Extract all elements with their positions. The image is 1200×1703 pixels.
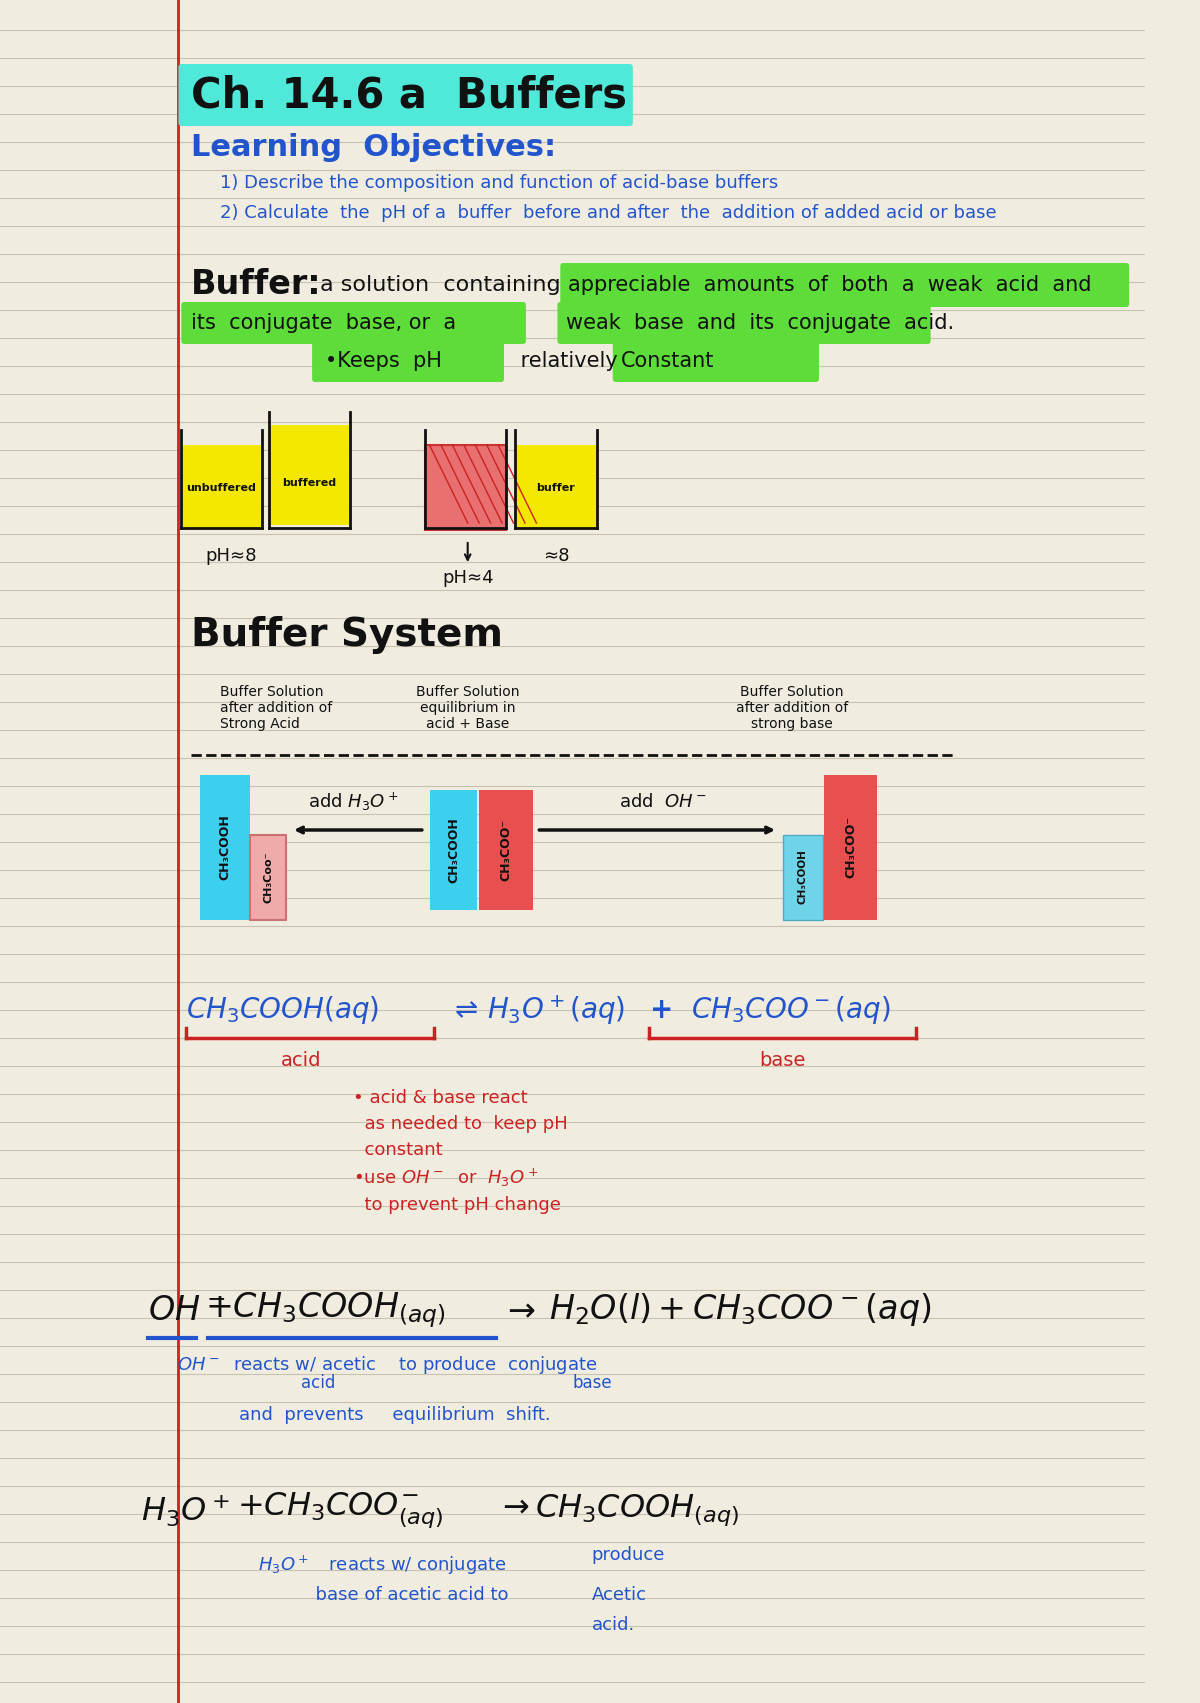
- Text: acid.: acid.: [592, 1616, 635, 1633]
- FancyBboxPatch shape: [613, 341, 818, 381]
- Text: its  conjugate  base, or  a: its conjugate base, or a: [191, 313, 456, 334]
- Text: $\rightleftharpoons$: $\rightleftharpoons$: [449, 996, 478, 1024]
- Text: Acetic: Acetic: [592, 1585, 647, 1604]
- Text: $OH^-$: $OH^-$: [148, 1294, 226, 1327]
- Text: CH₃COO⁻: CH₃COO⁻: [844, 816, 857, 879]
- Text: $\rightarrow CH_3COOH_{(aq)}$: $\rightarrow CH_3COOH_{(aq)}$: [497, 1492, 739, 1528]
- Text: Ch. 14.6 a  Buffers: Ch. 14.6 a Buffers: [191, 73, 626, 116]
- Text: pH≈8: pH≈8: [205, 547, 257, 565]
- Bar: [479, 790, 533, 909]
- FancyBboxPatch shape: [312, 341, 504, 381]
- Text: and  prevents     equilibrium  shift.: and prevents equilibrium shift.: [239, 1407, 551, 1424]
- Text: $H_3O^+$: $H_3O^+$: [142, 1492, 230, 1528]
- Bar: [516, 444, 596, 530]
- Text: Constant: Constant: [620, 351, 714, 371]
- Text: base: base: [760, 1051, 806, 1069]
- Text: • acid & base react: • acid & base react: [353, 1088, 528, 1107]
- Text: •use $OH^-$  or  $H_3O^+$: •use $OH^-$ or $H_3O^+$: [353, 1167, 539, 1189]
- Text: CH₃COOH: CH₃COOH: [446, 817, 460, 882]
- Text: +  $CH_3COO^-(aq)$: + $CH_3COO^-(aq)$: [649, 995, 890, 1025]
- Text: CH₃COOH: CH₃COOH: [218, 814, 232, 880]
- Text: buffer: buffer: [536, 484, 575, 492]
- Text: $H_3O^+$   reacts w/ conjugate: $H_3O^+$ reacts w/ conjugate: [258, 1553, 506, 1577]
- Text: weak  base  and  its  conjugate  acid.: weak base and its conjugate acid.: [566, 313, 954, 334]
- Text: constant: constant: [353, 1141, 443, 1160]
- Text: $H_3O^+(aq)$: $H_3O^+(aq)$: [487, 993, 625, 1027]
- Text: $H_2O(l) + CH_3COO^-(aq)$: $H_2O(l) + CH_3COO^-(aq)$: [548, 1291, 931, 1328]
- Text: $OH^-$  reacts w/ acetic    to produce  conjugate: $OH^-$ reacts w/ acetic to produce conju…: [176, 1354, 598, 1376]
- Text: CH₃COOH: CH₃COOH: [798, 850, 808, 904]
- Text: Buffer Solution
after addition of
Strong Acid: Buffer Solution after addition of Strong…: [220, 685, 331, 731]
- Text: appreciable  amounts  of  both  a  weak  acid  and: appreciable amounts of both a weak acid …: [568, 274, 1092, 295]
- Text: acid: acid: [281, 1051, 320, 1069]
- Text: CH₃COO⁻: CH₃COO⁻: [499, 819, 512, 880]
- Text: Buffer Solution
after addition of
strong base: Buffer Solution after addition of strong…: [736, 685, 848, 731]
- Text: pH≈4: pH≈4: [442, 569, 493, 588]
- Text: relatively: relatively: [514, 351, 617, 371]
- Bar: [425, 444, 506, 530]
- Bar: [823, 775, 877, 920]
- Text: add  $OH^-$: add $OH^-$: [619, 794, 707, 811]
- Text: to prevent pH change: to prevent pH change: [353, 1196, 562, 1214]
- Text: produce: produce: [592, 1546, 665, 1563]
- Text: 1) Describe the composition and function of acid-base buffers: 1) Describe the composition and function…: [220, 174, 778, 192]
- Text: $+ CH_3COO^{-}_{(aq)}$: $+ CH_3COO^{-}_{(aq)}$: [236, 1490, 443, 1529]
- Text: •Keeps  pH: •Keeps pH: [324, 351, 442, 371]
- Bar: [782, 834, 823, 920]
- Text: $\rightarrow$: $\rightarrow$: [502, 1294, 536, 1327]
- Text: base: base: [572, 1374, 612, 1391]
- Bar: [181, 444, 263, 530]
- Text: Buffer:: Buffer:: [191, 269, 322, 301]
- Bar: [200, 775, 250, 920]
- FancyBboxPatch shape: [181, 301, 526, 344]
- Text: add $H_3O^+$: add $H_3O^+$: [307, 790, 398, 812]
- FancyBboxPatch shape: [560, 262, 1129, 307]
- Text: Learning  Objectives:: Learning Objectives:: [191, 133, 556, 162]
- Text: acid: acid: [301, 1374, 335, 1391]
- Bar: [269, 426, 350, 525]
- Text: 2) Calculate  the  pH of a  buffer  before and after  the  addition of added aci: 2) Calculate the pH of a buffer before a…: [220, 204, 996, 221]
- FancyBboxPatch shape: [558, 301, 931, 344]
- Bar: [250, 834, 287, 920]
- Text: a solution  containing: a solution containing: [319, 274, 560, 295]
- Text: base of acetic acid to: base of acetic acid to: [258, 1585, 509, 1604]
- Text: ≈8: ≈8: [544, 547, 570, 565]
- Text: Buffer System: Buffer System: [191, 616, 503, 654]
- Text: $+CH_3COOH_{(aq)}$: $+CH_3COOH_{(aq)}$: [205, 1291, 445, 1330]
- Text: as needed to  keep pH: as needed to keep pH: [353, 1115, 568, 1132]
- Text: unbuffered: unbuffered: [186, 484, 257, 492]
- Text: Buffer Solution
equilibrium in
acid + Base: Buffer Solution equilibrium in acid + Ba…: [416, 685, 520, 731]
- FancyBboxPatch shape: [179, 65, 632, 126]
- Text: buffered: buffered: [282, 479, 336, 489]
- Text: $CH_3COOH(aq)$: $CH_3COOH(aq)$: [186, 995, 379, 1025]
- Text: CH₃Coo⁻: CH₃Coo⁻: [263, 852, 274, 903]
- Bar: [430, 790, 478, 909]
